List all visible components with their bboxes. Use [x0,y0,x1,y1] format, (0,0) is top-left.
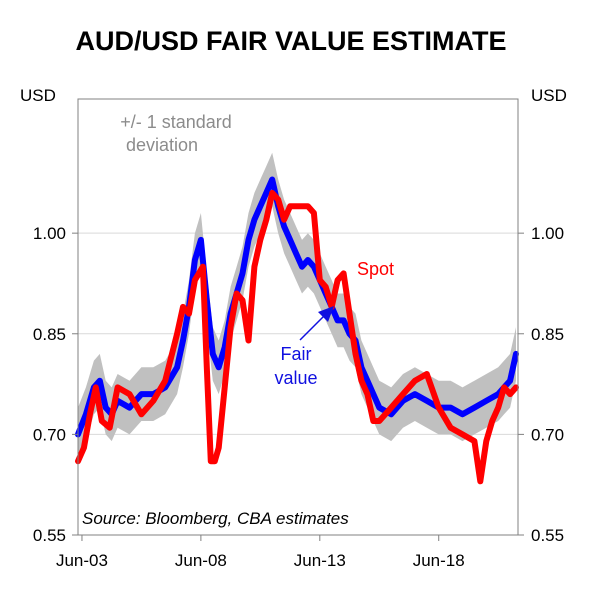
axis-ticks [72,232,524,541]
left-y-tick-label-0: 1.00 [33,224,66,243]
fair-value-arrow [299,306,334,341]
band-annotation-line2: deviation [126,135,198,155]
right-y-tick-label-3: 0.55 [531,526,564,545]
spot-annotation: Spot [357,259,394,279]
left-y-tick-label-1: 0.85 [33,325,66,344]
fair-value-annotation-line1: Fair [281,344,312,364]
series-lines [75,176,519,485]
left-y-tick-label-2: 0.70 [33,425,66,444]
spot-line [75,189,519,485]
std-dev-band [78,152,516,462]
right-y-tick-label-1: 0.85 [531,325,564,344]
left-y-tick-label-3: 0.55 [33,526,66,545]
right-y-tick-label-0: 1.00 [531,224,564,243]
x-tick-label-3: Jun-18 [413,551,465,570]
plot-frame [77,98,519,536]
right-y-tick-label-2: 0.70 [531,425,564,444]
fair-value-annotation-line2: value [274,368,317,388]
right-axis-unit-label: USD [531,86,567,105]
source-note: Source: Bloomberg, CBA estimates [82,509,349,528]
x-tick-label-1: Jun-08 [175,551,227,570]
band-annotation-line1: +/- 1 standard [120,112,232,132]
std-dev-band-area [78,152,516,462]
left-axis-unit-label: USD [20,86,56,105]
x-tick-label-2: Jun-13 [294,551,346,570]
x-tick-label-0: Jun-03 [56,551,108,570]
chart-title: AUD/USD FAIR VALUE ESTIMATE [75,26,506,56]
axis-tick-labels: 1.00 1.00 0.85 0.85 0.70 0.70 0.55 0.55 Jun-03 Ju… [33,224,564,570]
